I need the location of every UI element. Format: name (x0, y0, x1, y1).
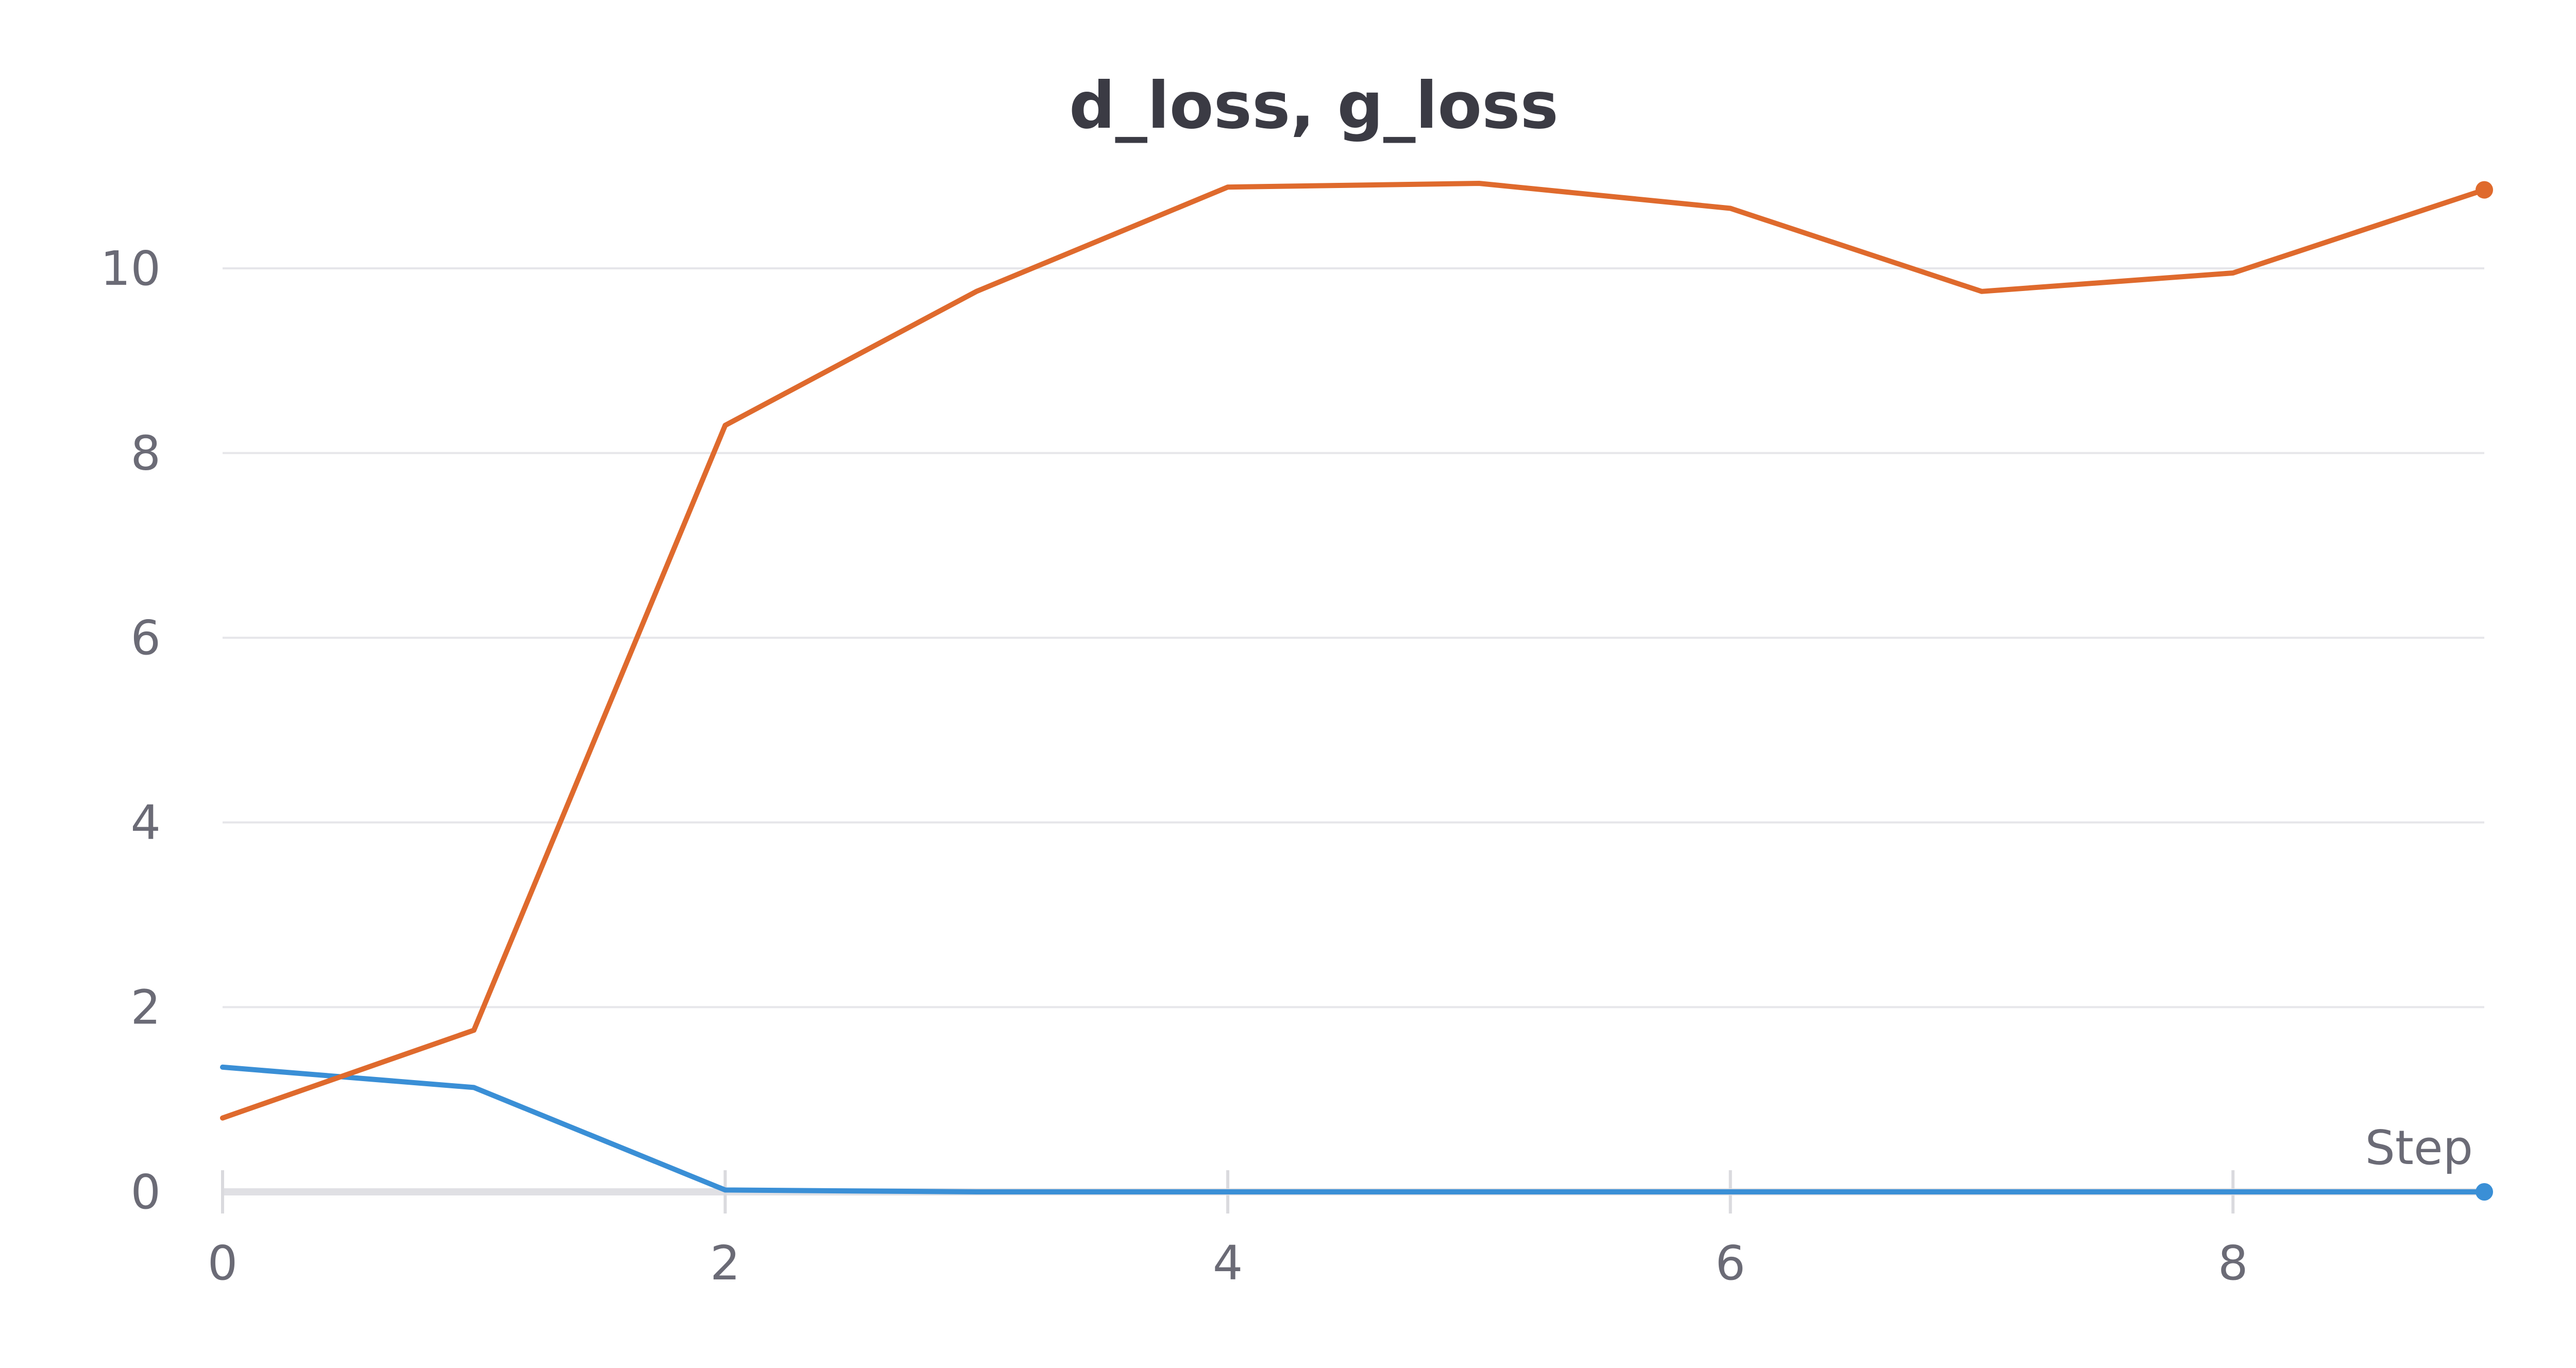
x-tick-label: 2 (710, 1236, 740, 1291)
y-tick-label: 6 (130, 610, 161, 665)
y-tick-label: 2 (130, 980, 161, 1035)
x-tick-label: 6 (1715, 1236, 1745, 1291)
series-end-point-d_loss (2476, 1183, 2493, 1201)
y-tick-label: 0 (130, 1165, 161, 1220)
chart-title: d_loss, g_loss (1069, 69, 1558, 143)
y-tick-label: 10 (100, 241, 161, 296)
x-tick-label: 0 (208, 1236, 238, 1291)
series-line-d_loss (220, 1064, 2487, 1194)
x-tick-label: 8 (2218, 1236, 2248, 1291)
y-tick-label: 4 (130, 795, 161, 850)
grid-lines (223, 267, 2484, 1008)
y-axis-ticks: 0 2 4 6 8 10 (100, 241, 161, 1220)
series-end-point-g_loss (2476, 181, 2493, 199)
series-line-g_loss (220, 181, 2487, 1121)
x-axis-title: Step (2365, 1120, 2473, 1175)
x-axis: 0 2 4 6 8 (208, 1170, 2484, 1291)
series-lines (220, 181, 2493, 1201)
x-tick-label: 4 (1213, 1236, 1243, 1291)
y-tick-label: 8 (130, 426, 161, 481)
